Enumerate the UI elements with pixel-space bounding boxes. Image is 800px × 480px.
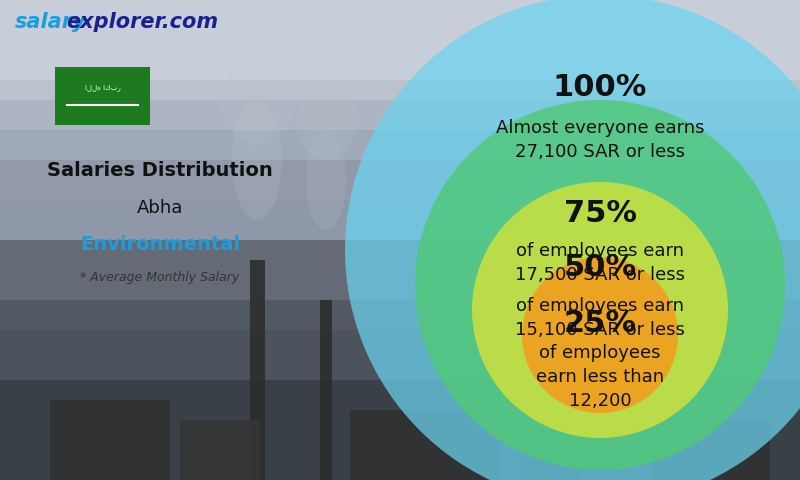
Text: salary: salary [15, 12, 86, 32]
Text: 50%: 50% [563, 253, 637, 283]
Text: of employees earn
17,500 SAR or less: of employees earn 17,500 SAR or less [515, 242, 685, 284]
Text: of employees
earn less than
12,200: of employees earn less than 12,200 [536, 345, 664, 409]
FancyBboxPatch shape [650, 420, 770, 480]
Text: الله اكبر: الله اكبر [85, 84, 120, 91]
FancyBboxPatch shape [520, 430, 580, 480]
Text: of employees earn
15,100 SAR or less: of employees earn 15,100 SAR or less [515, 297, 685, 339]
Text: 25%: 25% [563, 309, 637, 337]
FancyBboxPatch shape [350, 410, 500, 480]
Text: * Average Monthly Salary: * Average Monthly Salary [80, 272, 240, 285]
FancyBboxPatch shape [0, 300, 800, 480]
Ellipse shape [296, 80, 356, 160]
Ellipse shape [232, 100, 282, 220]
Ellipse shape [306, 130, 346, 230]
FancyBboxPatch shape [180, 420, 260, 480]
FancyBboxPatch shape [250, 260, 265, 480]
FancyBboxPatch shape [320, 300, 332, 480]
FancyBboxPatch shape [0, 160, 800, 330]
Text: Abha: Abha [137, 199, 183, 217]
Text: Almost everyone earns
27,100 SAR or less: Almost everyone earns 27,100 SAR or less [496, 119, 704, 161]
Text: Salaries Distribution: Salaries Distribution [47, 160, 273, 180]
Ellipse shape [222, 55, 292, 145]
Circle shape [522, 257, 678, 413]
Text: 100%: 100% [553, 73, 647, 103]
Text: explorer.com: explorer.com [66, 12, 218, 32]
Text: Environmental: Environmental [80, 236, 240, 254]
FancyBboxPatch shape [55, 67, 150, 125]
Circle shape [472, 182, 728, 438]
Text: 75%: 75% [563, 199, 637, 228]
FancyBboxPatch shape [50, 400, 170, 480]
FancyBboxPatch shape [0, 0, 800, 130]
Circle shape [345, 0, 800, 480]
FancyBboxPatch shape [0, 80, 800, 200]
Circle shape [415, 100, 785, 470]
